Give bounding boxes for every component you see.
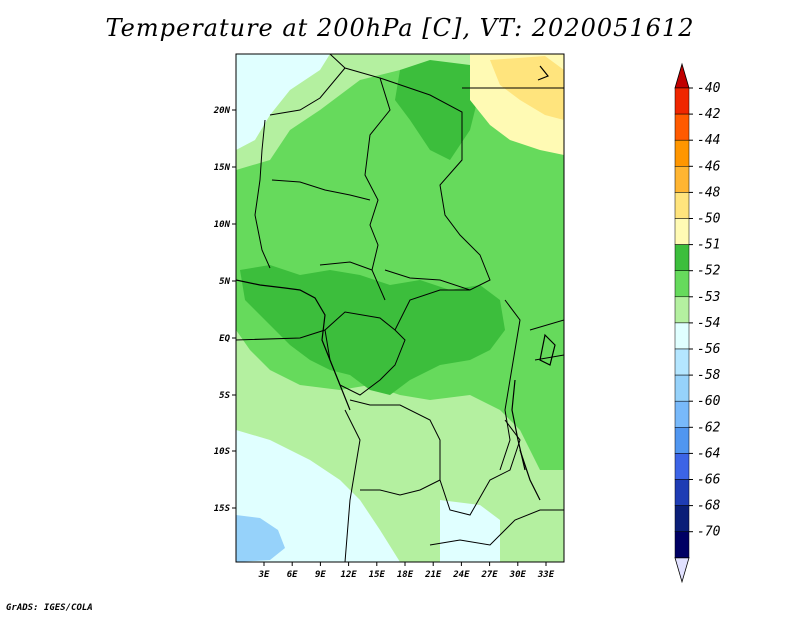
lon-label: 33E	[537, 570, 555, 580]
colorbar-swatch	[674, 322, 690, 350]
colorbar-swatch	[674, 296, 690, 324]
colorbar-swatch	[674, 531, 690, 559]
colorbar-swatch	[674, 192, 690, 219]
colorbar-swatch	[674, 139, 690, 167]
lon-label: 27E	[480, 570, 498, 580]
colorbar-label: -70	[697, 525, 721, 540]
lat-label: 15S	[214, 504, 231, 514]
colorbar-swatch	[674, 113, 690, 141]
field-m52-m53	[236, 62, 564, 470]
lon-label: 3E	[258, 570, 270, 580]
lat-label: 15N	[214, 163, 231, 173]
colorbar-label: -52	[697, 264, 721, 279]
colorbar-label: -54	[697, 316, 720, 331]
lon-label: 12E	[340, 570, 357, 580]
colorbar-label: -42	[697, 107, 721, 122]
lat-label: 10S	[214, 447, 231, 457]
colorbar-swatch	[674, 270, 690, 298]
field-m51-m52-north	[395, 60, 480, 160]
colorbar-swatch	[674, 166, 690, 193]
colorbar-label: -66	[697, 473, 721, 488]
colorbar-swatch	[674, 244, 690, 271]
lat-label: EQ	[219, 334, 230, 344]
colorbar-label: -60	[697, 394, 721, 409]
temperature-field	[236, 54, 564, 562]
colorbar-swatch	[674, 427, 690, 454]
colorbar-top-arrow	[674, 62, 690, 89]
colorbar-swatch	[674, 374, 690, 402]
colorbar-label: -64	[697, 446, 720, 461]
colorbar-label: -44	[697, 133, 720, 148]
latitude-axis: 20N 15N 10N 5N EQ 5S 10S 15S	[213, 106, 236, 514]
colorbar-swatch	[674, 218, 690, 245]
lon-label: 9E	[315, 570, 326, 580]
colorbar-swatch	[674, 400, 690, 428]
field-m54-m56-southwest	[236, 430, 400, 562]
lon-label: 18E	[397, 570, 414, 580]
lat-label: 5S	[219, 391, 230, 401]
credit-text: GrADS: IGES/COLA	[6, 603, 93, 613]
lat-label: 5N	[219, 277, 230, 287]
field-m51-m52	[240, 265, 505, 395]
country-borders	[236, 54, 564, 562]
colorbar-label: -46	[697, 159, 721, 174]
field-m54-m56-northwest	[236, 54, 330, 150]
lon-label: 30E	[509, 570, 527, 580]
chart-title: Temperature at 200hPa [C], VT: 202005161…	[105, 14, 695, 42]
colorbar: -40 -42 -44 -46 -48 -50 -51 -52 -53 -54 -56 -58 -60 -…	[674, 62, 721, 584]
colorbar-label: -48	[697, 185, 721, 200]
field-m56-m58-southwest	[236, 515, 285, 562]
lon-label: 24E	[452, 570, 470, 580]
lat-label: 10N	[214, 220, 231, 230]
colorbar-label: -53	[697, 290, 720, 305]
lon-label: 6E	[287, 570, 298, 580]
colorbar-label: -50	[697, 212, 721, 227]
colorbar-swatch	[674, 479, 690, 506]
colorbar-label: -56	[697, 342, 721, 357]
field-m54-m56-southeast	[440, 500, 500, 562]
colorbar-bottom-arrow	[674, 557, 690, 584]
colorbar-swatch	[674, 348, 690, 376]
colorbar-label: -68	[697, 499, 721, 514]
colorbar-swatch	[674, 87, 690, 115]
colorbar-label: -58	[697, 368, 721, 383]
lat-label: 20N	[213, 106, 231, 116]
lon-label: 15E	[369, 570, 386, 580]
colorbar-label: -40	[697, 81, 721, 96]
map-frame	[235, 53, 565, 563]
colorbar-swatch	[674, 453, 690, 480]
coastlines-lakes	[236, 65, 556, 501]
colorbar-label: -51	[697, 238, 720, 253]
colorbar-label: -62	[697, 420, 721, 435]
colorbar-swatch	[674, 505, 690, 532]
longitude-axis: 3E 6E 9E 12E 15E 18E 21E 24E 27E 30E 33E	[258, 562, 555, 580]
lon-label: 21E	[424, 570, 442, 580]
